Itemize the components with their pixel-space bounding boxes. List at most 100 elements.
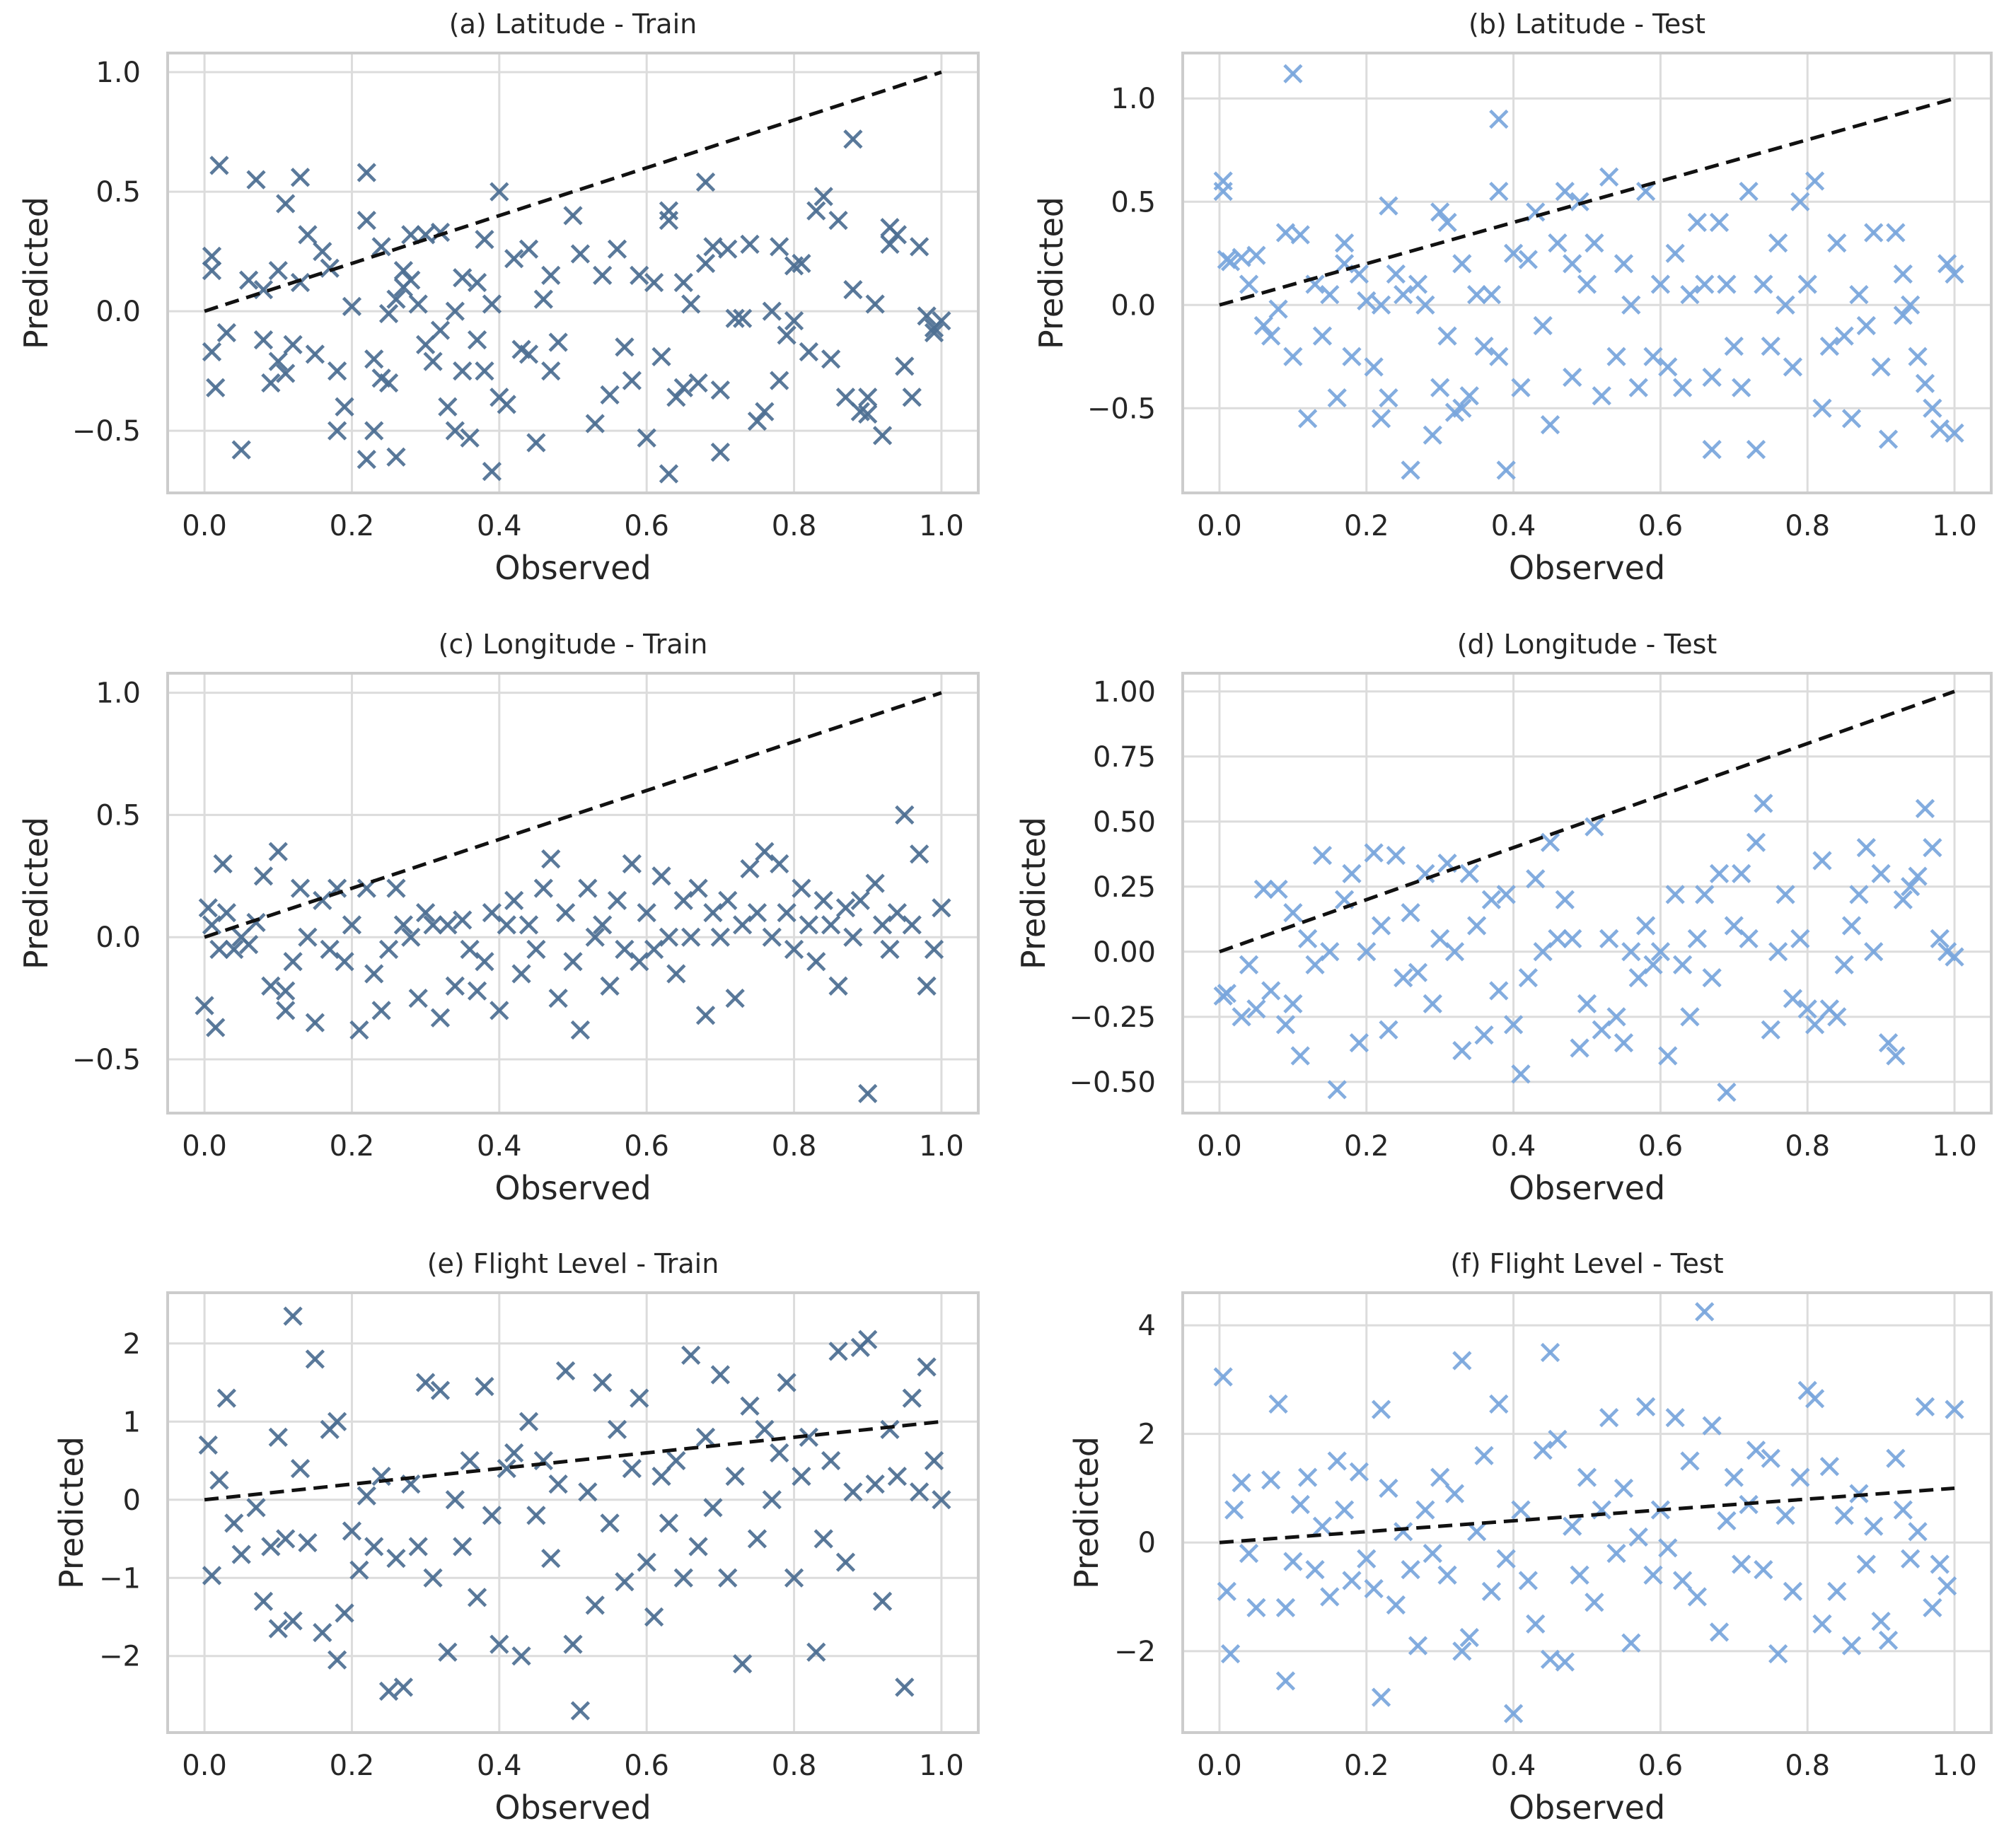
y-axis-label: Predicted: [1014, 817, 1053, 970]
data-point: [1283, 347, 1303, 366]
data-point: [1812, 851, 1832, 871]
data-point: [1423, 1543, 1442, 1564]
data-point: [504, 1443, 524, 1463]
data-point: [1540, 1649, 1560, 1669]
data-point: [673, 272, 693, 293]
data-point: [482, 903, 502, 923]
data-point: [209, 1470, 229, 1490]
data-point: [1481, 1581, 1502, 1601]
data-point: [910, 1482, 929, 1502]
data-point: [1430, 378, 1450, 397]
data-point: [1614, 1033, 1634, 1053]
data-point: [1394, 285, 1413, 305]
identity-reference-line: [204, 70, 942, 313]
data-point: [1283, 994, 1303, 1014]
data-point: [578, 1482, 598, 1502]
data-point: [1408, 274, 1428, 294]
data-point: [1893, 890, 1913, 909]
data-point: [910, 844, 929, 864]
data-point: [1636, 916, 1656, 936]
data-point: [519, 915, 539, 935]
data-point: [276, 194, 296, 214]
data-point: [1908, 347, 1928, 366]
data-point: [570, 1701, 591, 1721]
x-axis-label: Observed: [494, 549, 651, 587]
data-point: [1672, 378, 1693, 397]
y-tick-label: 4: [1138, 1310, 1156, 1342]
identity-reference-line: [1219, 689, 1955, 954]
data-point: [607, 1419, 627, 1439]
data-point: [1804, 171, 1825, 191]
data-point: [770, 854, 789, 874]
data-point: [475, 361, 494, 381]
data-point: [880, 939, 900, 960]
data-point: [651, 866, 671, 886]
data-point: [1217, 984, 1236, 1003]
y-tick-label: 1.0: [1111, 83, 1156, 115]
y-axis-label: Predicted: [52, 1436, 91, 1589]
axes-frame: [166, 52, 980, 494]
data-point: [548, 332, 568, 352]
data-point: [1864, 942, 1884, 962]
data-point: [548, 1474, 568, 1494]
data-point: [1790, 192, 1810, 211]
data-point: [1893, 1500, 1913, 1520]
data-point: [1555, 1652, 1575, 1672]
data-point: [703, 1498, 723, 1518]
y-tick-label: 0.5: [95, 176, 141, 209]
data-point: [637, 428, 656, 448]
data-point: [1658, 1538, 1678, 1558]
data-point: [1220, 1644, 1241, 1664]
data-point: [445, 421, 465, 441]
data-point: [1570, 1038, 1589, 1058]
data-point: [1474, 1025, 1494, 1045]
data-point: [1379, 1478, 1398, 1499]
x-tick-label: 0.8: [1785, 1750, 1830, 1782]
data-point: [342, 915, 362, 935]
x-tick-label: 0.4: [477, 510, 522, 542]
data-point: [762, 1490, 782, 1510]
data-point: [1459, 863, 1479, 884]
x-axis-label: Observed: [1509, 549, 1665, 587]
data-point: [740, 1396, 760, 1416]
data-point: [718, 1568, 738, 1588]
data-point: [1298, 929, 1318, 949]
x-tick-label: 0.6: [624, 1750, 669, 1782]
data-point: [213, 854, 233, 874]
data-point: [1408, 962, 1428, 982]
data-point: [1908, 866, 1928, 886]
y-tick-label: 0: [1138, 1527, 1156, 1559]
data-point: [438, 397, 458, 417]
data-point: [378, 303, 399, 324]
data-point: [276, 1001, 296, 1020]
data-point: [1364, 1578, 1384, 1599]
data-point: [202, 915, 222, 935]
data-point: [1717, 1511, 1737, 1531]
data-point: [416, 334, 436, 355]
data-point: [932, 898, 951, 918]
data-point: [1526, 202, 1546, 222]
data-point: [659, 211, 679, 231]
data-point: [1775, 885, 1795, 904]
data-point: [1371, 409, 1391, 429]
data-point: [482, 1506, 502, 1525]
data-point: [216, 903, 236, 923]
data-point: [1261, 1470, 1281, 1490]
data-point: [1732, 1554, 1751, 1574]
data-point: [1533, 315, 1553, 336]
x-tick-label: 0.2: [330, 1750, 375, 1782]
data-point: [231, 440, 251, 460]
data-point: [1452, 398, 1472, 418]
data-point: [1518, 1571, 1538, 1590]
data-point: [843, 927, 863, 947]
data-point: [430, 320, 451, 340]
data-point: [1901, 295, 1921, 315]
data-point: [335, 397, 354, 417]
data-point: [622, 854, 642, 874]
data-point: [497, 1458, 516, 1479]
data-point: [585, 414, 605, 433]
data-point: [1357, 291, 1377, 311]
data-point: [1563, 929, 1582, 949]
data-point: [710, 927, 730, 947]
data-point: [1783, 1581, 1803, 1601]
